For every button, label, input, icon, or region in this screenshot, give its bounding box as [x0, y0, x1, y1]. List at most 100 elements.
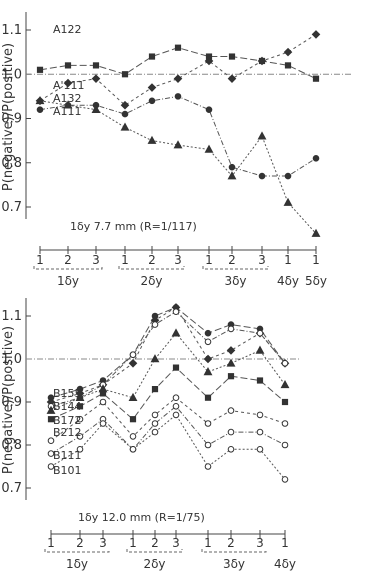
data-point [203, 367, 213, 376]
group-label: 2δy [143, 557, 165, 571]
chart-top-panel: 1.1 1.0 0.9 0.8 0.7 P(negative)/P(positive) A1… [1, 12, 352, 288]
data-point [121, 71, 129, 78]
series-label: A122 [53, 23, 82, 36]
series-line [50, 397, 286, 442]
group-label: 3δy [223, 557, 245, 571]
data-point [147, 83, 157, 92]
data-point [284, 62, 292, 69]
data-point [227, 325, 235, 333]
data-point [204, 144, 214, 153]
data-point [226, 358, 236, 367]
x-tick-label: 1 [281, 536, 289, 550]
data-point [148, 53, 156, 60]
x-tick-label: 2 [76, 536, 84, 550]
data-point [171, 328, 181, 337]
data-point [150, 354, 160, 363]
data-point [283, 197, 293, 206]
chart-bottom-panel: 1.1 1.0 0.9 0.8 0.7 P(negative)/P(positive) B1… [1, 298, 300, 571]
data-point [227, 428, 235, 436]
series-line [50, 332, 286, 412]
data-point [99, 420, 107, 427]
y-tick-label: 0.9 [1, 112, 22, 127]
data-point [204, 441, 212, 449]
x-tick-label: 1 [47, 536, 55, 550]
data-point [76, 415, 84, 423]
series-label: B212 [53, 426, 82, 439]
data-point [312, 75, 320, 82]
data-point [47, 450, 55, 457]
y-tick-label: 0.7 [1, 200, 22, 215]
data-point [311, 228, 321, 237]
data-point [174, 44, 182, 51]
data-point [76, 433, 84, 440]
data-point [76, 403, 84, 410]
data-point [99, 398, 107, 406]
y-tick-label: 1.0 [1, 352, 22, 367]
data-point [129, 351, 137, 359]
data-point [47, 416, 55, 423]
group-bracket [126, 549, 183, 553]
data-point [204, 394, 212, 401]
data-point [256, 377, 264, 384]
data-point [120, 122, 130, 131]
x-tick-label: 3 [99, 536, 107, 550]
group-bracket [33, 266, 103, 270]
series-line [50, 405, 286, 455]
group-label: 2δy [140, 274, 162, 288]
data-point [174, 93, 182, 100]
data-point [204, 56, 214, 66]
data-point [151, 411, 159, 419]
series-label: A'111 [53, 79, 85, 92]
data-point [91, 74, 101, 83]
data-point [46, 405, 56, 414]
x-tick-label: 2 [151, 536, 159, 550]
data-point [228, 163, 236, 171]
x-tick-label: 2 [64, 253, 72, 267]
data-point [257, 56, 267, 66]
x-tick-label: 1 [121, 253, 129, 267]
series-label: B101 [53, 464, 82, 477]
data-point [204, 463, 212, 470]
series-label: B144 [53, 400, 82, 413]
data-point [173, 74, 183, 83]
series-line [39, 100, 317, 234]
data-point [99, 390, 107, 397]
x-tick-label: 2 [228, 253, 236, 267]
y-tick-label: 0.8 [1, 156, 22, 171]
data-point [35, 95, 45, 105]
group-label: 3δy [224, 274, 246, 288]
data-point [256, 446, 264, 453]
x-tick-label: 1 [36, 253, 44, 267]
data-point [148, 97, 156, 105]
series-line [50, 311, 286, 407]
data-point [129, 446, 137, 453]
data-point [281, 441, 289, 449]
data-point [257, 131, 267, 140]
series-label: A132 [53, 92, 82, 105]
data-point [63, 100, 73, 109]
data-point [172, 308, 180, 316]
data-point [151, 321, 159, 328]
data-point [256, 329, 264, 337]
data-point [227, 74, 237, 83]
group-label: 4δy [274, 557, 296, 571]
series-line [50, 306, 286, 403]
data-point [311, 30, 321, 39]
y-axis-label: P(negative)/P(positive) [1, 326, 16, 474]
data-point [76, 446, 84, 453]
data-point [47, 463, 55, 470]
series-line [50, 306, 286, 399]
data-point [281, 360, 289, 367]
data-point [256, 411, 264, 419]
data-point [172, 403, 180, 410]
data-point [36, 106, 44, 113]
data-point [281, 476, 289, 483]
series-label: A111 [53, 105, 82, 118]
group-bracket [118, 266, 185, 270]
y-tick-label: 0.7 [1, 481, 22, 496]
data-point [256, 428, 264, 436]
x-tick-label: 2 [227, 536, 235, 550]
data-point [227, 407, 235, 414]
data-point [151, 420, 159, 427]
